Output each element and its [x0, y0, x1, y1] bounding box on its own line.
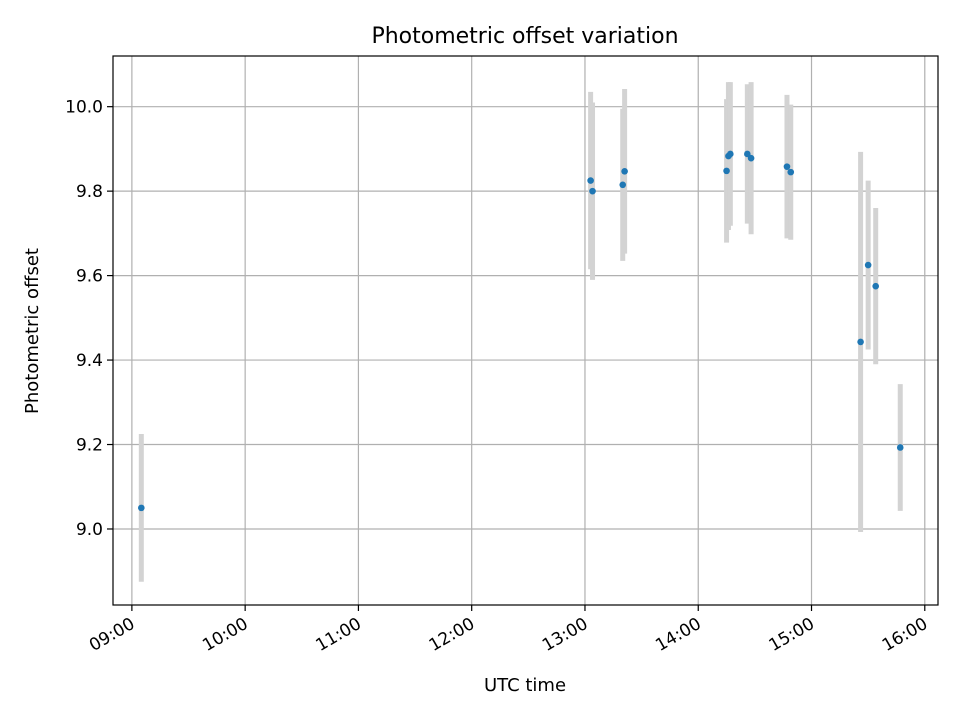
data-point [896, 444, 904, 451]
data-point [783, 163, 791, 170]
y-axis-label: Photometric offset [22, 248, 43, 414]
chart-title: Photometric offset variation [371, 24, 678, 49]
y-tick-label: 9.2 [76, 436, 103, 456]
y-axis: 9.0 9.2 9.4 9.6 9.8 10.0 [65, 98, 113, 540]
data-point [619, 181, 627, 189]
x-axis-label: UTC time [484, 675, 566, 696]
data-point [589, 187, 596, 195]
grid [113, 56, 938, 605]
data-point [744, 150, 751, 158]
data-point [864, 261, 872, 269]
plot-area-frame [112, 55, 939, 606]
data-point [723, 167, 730, 175]
data-point [138, 504, 145, 512]
y-tick-label: 10.0 [65, 98, 103, 118]
y-tick-label: 9.4 [76, 351, 103, 371]
data-point [747, 154, 755, 162]
data-point [872, 282, 880, 290]
data-point [787, 168, 795, 176]
data-point [727, 150, 734, 158]
data-points [138, 150, 904, 512]
y-tick-label: 9.6 [76, 267, 103, 287]
data-point [857, 338, 864, 346]
y-tick-label: 9.0 [76, 520, 103, 540]
data-point [621, 167, 628, 175]
data-point [587, 177, 594, 184]
y-tick-label: 9.8 [76, 182, 103, 202]
